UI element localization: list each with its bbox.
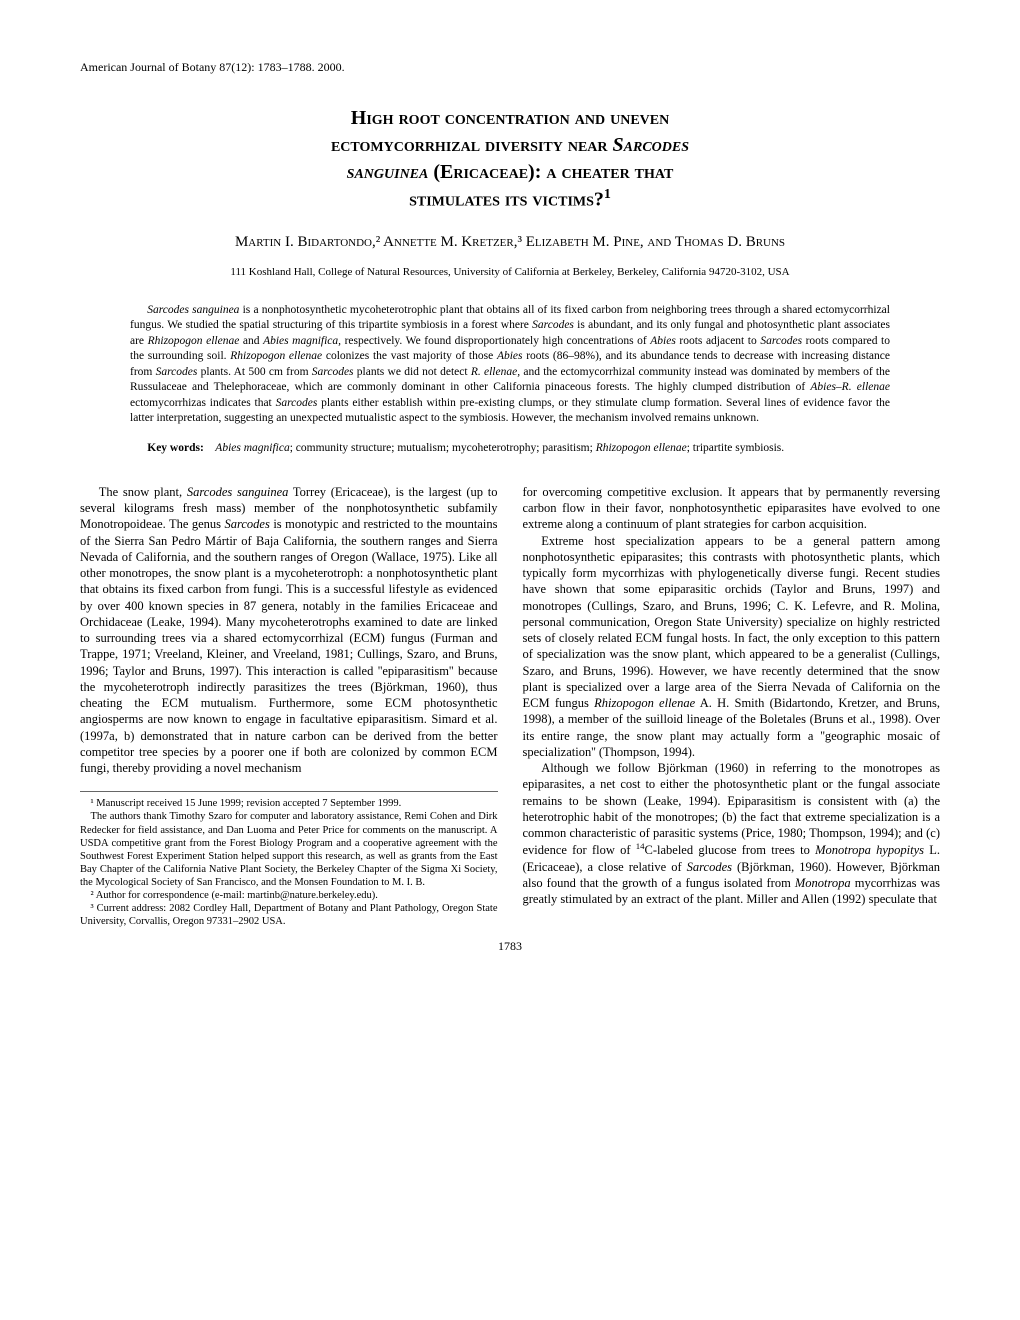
- article-title: High root concentration and uneven ectom…: [160, 105, 860, 214]
- keywords: Key words: Abies magnifica; community st…: [130, 442, 890, 454]
- right-paragraph-1: for overcoming competitive exclusion. It…: [523, 484, 941, 533]
- left-paragraph-1: The snow plant, Sarcodes sanguinea Torre…: [80, 484, 498, 777]
- journal-year: 2000: [318, 60, 342, 74]
- keywords-text: Abies magnifica; community structure; mu…: [215, 442, 784, 454]
- footnote-1: ¹ Manuscript received 15 June 1999; revi…: [80, 797, 498, 810]
- journal-volume: 87(12): [219, 60, 251, 74]
- title-line3: (Ericaceae): a cheater that: [433, 161, 673, 183]
- keywords-label: Key words:: [147, 442, 204, 454]
- authors: Martin I. Bidartondo,² Annette M. Kretze…: [80, 234, 940, 251]
- right-column: for overcoming competitive exclusion. It…: [523, 484, 941, 929]
- footnote-2: ² Author for correspondence (e-mail: mar…: [80, 889, 498, 902]
- abstract: Sarcodes sanguinea is a nonphotosyntheti…: [130, 303, 890, 427]
- title-line1: High root concentration and uneven: [351, 107, 669, 129]
- footnote-3: ³ Current address: 2082 Cordley Hall, De…: [80, 902, 498, 928]
- journal-name: American Journal of Botany: [80, 60, 216, 74]
- footnotes: ¹ Manuscript received 15 June 1999; revi…: [80, 791, 498, 928]
- title-line2: ectomycorrhizal diversity near: [331, 134, 608, 156]
- affiliation: 111 Koshland Hall, College of Natural Re…: [80, 266, 940, 278]
- journal-pages: 1783–1788: [258, 60, 312, 74]
- right-paragraph-3: Although we follow Björkman (1960) in re…: [523, 760, 941, 907]
- acknowledgments: The authors thank Timothy Szaro for comp…: [80, 810, 498, 889]
- right-paragraph-2: Extreme host specialization appears to b…: [523, 533, 941, 761]
- title-italic-genus: Sarcodes: [613, 134, 689, 156]
- title-line4: stimulates its victims?: [409, 189, 604, 211]
- journal-header: American Journal of Botany 87(12): 1783–…: [80, 60, 940, 75]
- title-italic-species: sanguinea: [347, 161, 429, 183]
- title-footnote-marker: 1: [604, 187, 611, 202]
- body-columns: The snow plant, Sarcodes sanguinea Torre…: [80, 484, 940, 929]
- page-number: 1783: [80, 939, 940, 954]
- left-column: The snow plant, Sarcodes sanguinea Torre…: [80, 484, 498, 929]
